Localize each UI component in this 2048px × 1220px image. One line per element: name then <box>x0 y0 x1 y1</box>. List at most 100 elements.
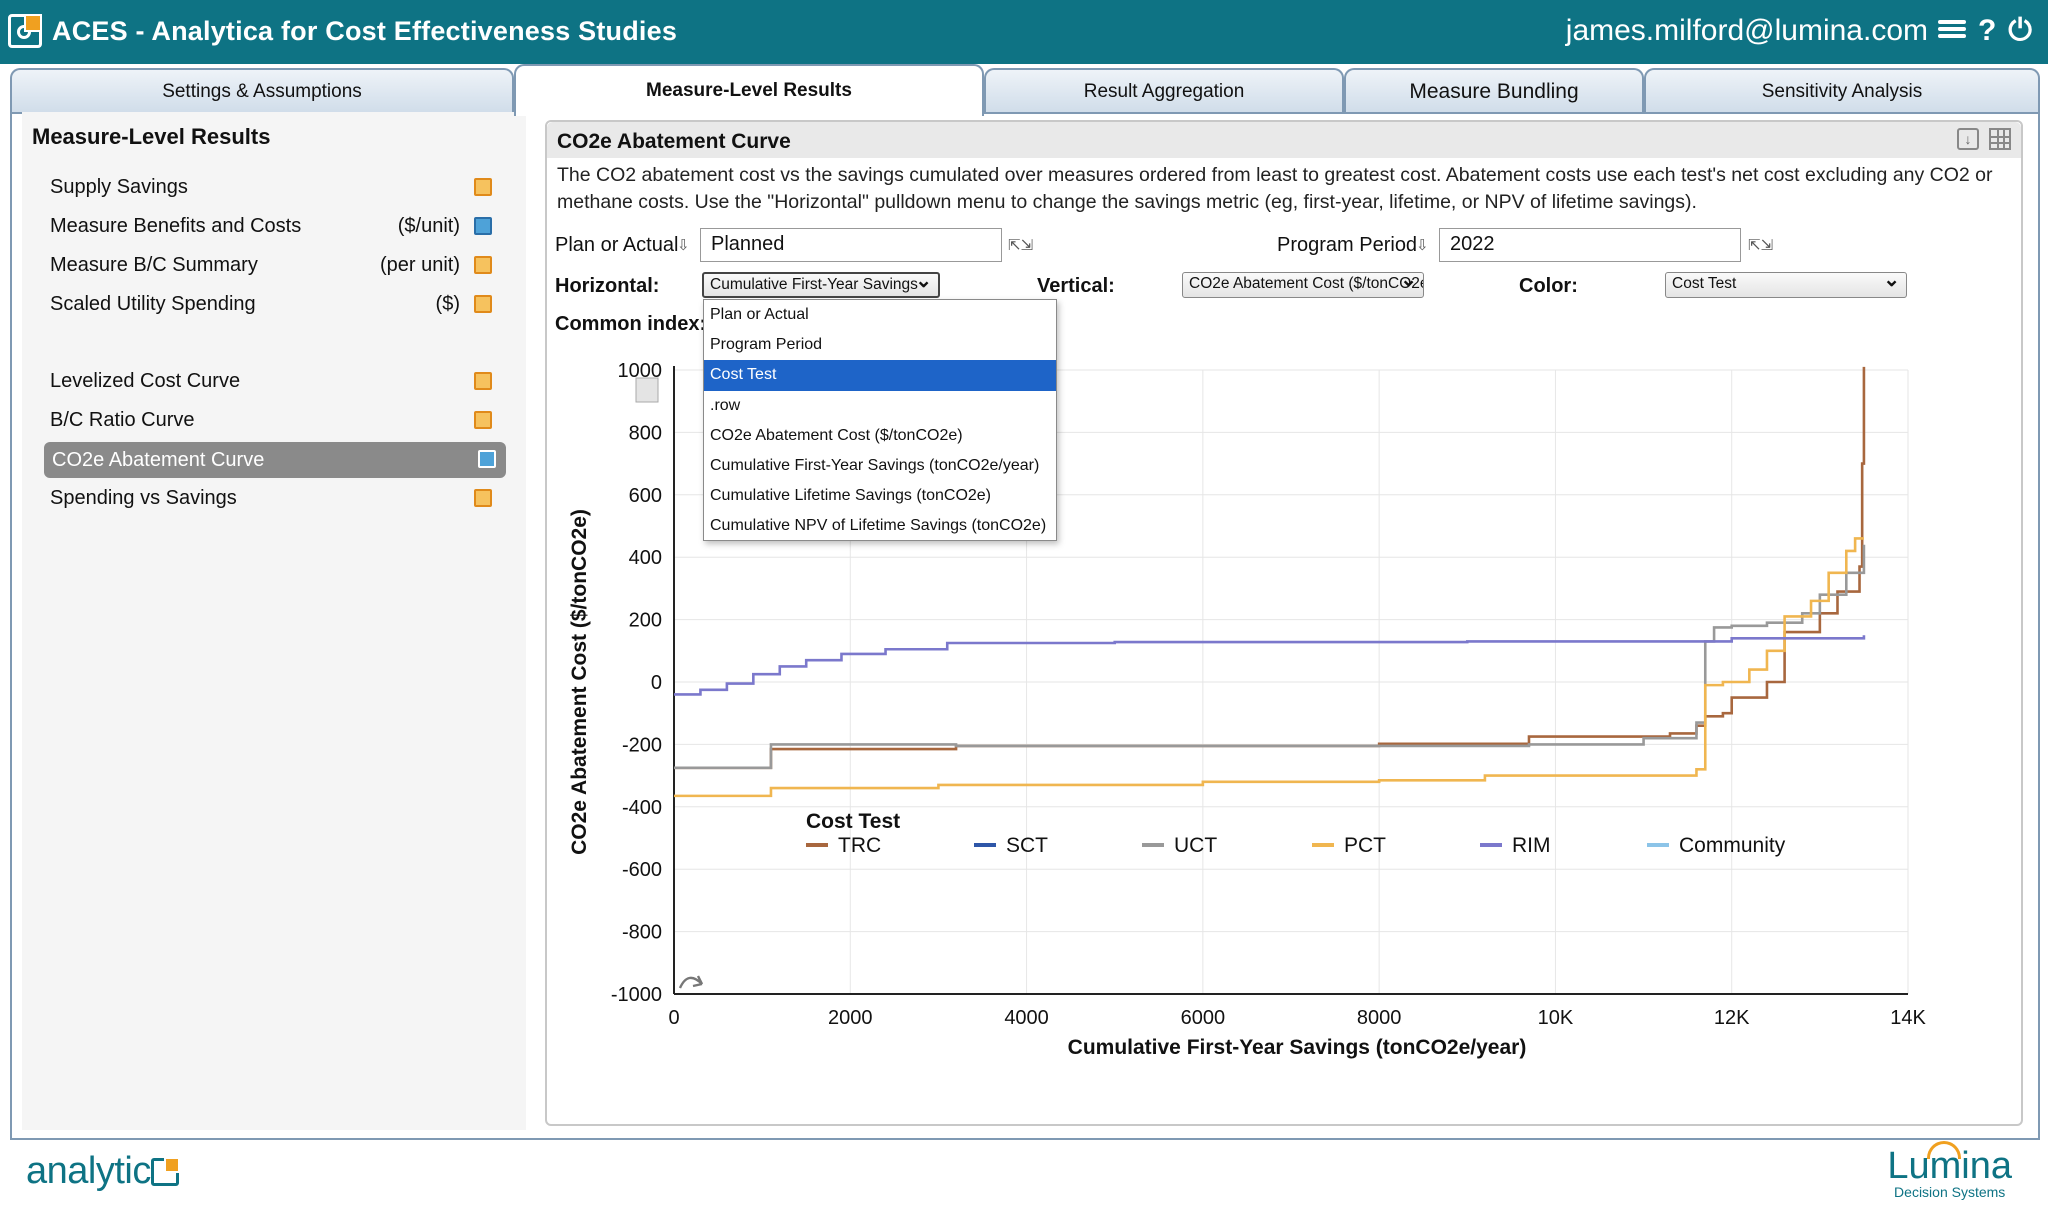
legend-title: Cost Test <box>806 810 900 833</box>
plan-or-actual-field[interactable]: Planned <box>700 228 1002 262</box>
zoom-handle-icon[interactable] <box>635 377 659 403</box>
panel-icons: ↓ <box>1957 128 2011 150</box>
help-icon[interactable]: ? <box>1977 14 1997 47</box>
sidebar-item-scaled-utility-spending[interactable]: Scaled Utility Spending ($) <box>42 287 502 321</box>
sidebar-item-label: CO2e Abatement Curve <box>52 448 265 471</box>
reset-zoom-icon[interactable] <box>678 975 704 989</box>
menu-icon[interactable] <box>1937 14 1966 44</box>
x-tick-label: 10K <box>1538 1007 1574 1029</box>
legend-label: SCT <box>1006 834 1048 857</box>
program-period-label: Program Period <box>1277 234 1418 256</box>
analytica-footer-logo: analytic <box>26 1150 180 1193</box>
x-tick-label: 12K <box>1714 1007 1750 1029</box>
panel-title: CO2e Abatement Curve <box>557 130 791 153</box>
dropdown-option[interactable]: CO2e Abatement Cost ($/tonCO2e) <box>710 426 963 444</box>
x-tick-label: 8000 <box>1357 1007 1402 1029</box>
horizontal-dropdown-list[interactable]: Plan or Actual Program Period Cost Test … <box>703 299 1057 541</box>
sidebar-item-unit: ($/unit) <box>397 214 460 237</box>
sidebar-item-bc-ratio-curve[interactable]: B/C Ratio Curve <box>42 403 502 437</box>
y-tick-label: 400 <box>629 547 662 569</box>
sidebar-item-label: Measure Benefits and Costs <box>50 214 302 237</box>
tab-measure-bundling[interactable]: Measure Bundling <box>1344 68 1644 114</box>
sidebar-item-label: Measure B/C Summary <box>50 253 258 276</box>
power-icon[interactable]: ⏻ <box>2008 14 2032 47</box>
result-square-icon <box>474 178 492 196</box>
result-square-icon <box>474 489 492 507</box>
dropdown-option[interactable]: Cumulative NPV of Lifetime Savings (tonC… <box>710 517 1047 535</box>
app-title: ACES - Analytica for Cost Effectiveness … <box>52 16 678 46</box>
index-arrow-icon[interactable]: ⇩ <box>677 237 690 254</box>
y-axis-title: CO2e Abatement Cost ($/tonCO2e) <box>568 509 591 855</box>
legend-label: PCT <box>1344 834 1386 857</box>
y-tick-label: 200 <box>629 610 662 632</box>
tab-bar: Settings & Assumptions Measure-Level Res… <box>10 64 2040 116</box>
sidebar: Measure-Level Results Supply Savings Mea… <box>22 112 526 1130</box>
download-icon[interactable]: ↓ <box>1957 128 1979 150</box>
series-line-rim[interactable] <box>674 635 1866 696</box>
result-square-icon <box>474 295 492 313</box>
result-square-icon <box>474 256 492 274</box>
sidebar-title: Measure-Level Results <box>32 124 271 149</box>
dropdown-option[interactable]: Cumulative First-Year Savings (tonCO2e/y… <box>710 456 1040 474</box>
tab-measure-level-results[interactable]: Measure-Level Results <box>514 64 984 116</box>
y-tick-label: -800 <box>622 922 662 944</box>
y-tick-label: -600 <box>622 859 662 881</box>
sidebar-item-spending-vs-savings[interactable]: Spending vs Savings <box>42 481 502 515</box>
tab-sensitivity-analysis[interactable]: Sensitivity Analysis <box>1644 68 2040 114</box>
dropdown-option[interactable]: .row <box>710 396 741 414</box>
sidebar-item-supply-savings[interactable]: Supply Savings <box>42 170 502 204</box>
x-tick-label: 2000 <box>828 1007 873 1029</box>
sidebar-item-unit: (per unit) <box>379 253 460 276</box>
description-line: methane costs. Use the "Horizontal" pull… <box>557 191 1697 213</box>
sidebar-item-measure-benefits-costs[interactable]: Measure Benefits and Costs ($/unit) <box>42 209 502 243</box>
tab-result-aggregation[interactable]: Result Aggregation <box>984 68 1344 114</box>
user-email[interactable]: james.milford@lumina.com <box>1565 14 1928 47</box>
vertical-select[interactable]: CO2e Abatement Cost ($/tonCO2e) <box>1182 272 1424 298</box>
table-square-icon <box>474 217 492 235</box>
program-period-field[interactable]: 2022 <box>1439 228 1741 262</box>
horizontal-label: Horizontal: <box>555 275 660 297</box>
dropdown-option[interactable]: Program Period <box>710 336 823 354</box>
header-icons: ? ⏻ <box>1937 14 2032 48</box>
sidebar-item-levelized-cost-curve[interactable]: Levelized Cost Curve <box>42 364 502 398</box>
y-tick-label: 800 <box>629 422 662 444</box>
sidebar-item-co2e-abatement-curve[interactable]: CO2e Abatement Curve <box>44 442 506 478</box>
index-arrow-icon[interactable]: ⇩ <box>1416 237 1429 254</box>
dropdown-option[interactable]: Cumulative Lifetime Savings (tonCO2e) <box>710 487 992 505</box>
lumina-logo: Lumina Decision Systems <box>1887 1141 2012 1200</box>
sidebar-item-label: Scaled Utility Spending <box>50 292 256 315</box>
description-line: The CO2 abatement cost vs the savings cu… <box>557 164 1993 186</box>
sidebar-item-unit: ($) <box>435 292 460 315</box>
y-tick-label: -200 <box>622 734 662 756</box>
pivot-icon[interactable]: ⇱⇲ <box>1008 237 1034 254</box>
result-square-icon <box>474 411 492 429</box>
panel-header: CO2e Abatement Curve ↓ <box>547 122 2021 158</box>
common-index-label: Common index: <box>555 313 707 335</box>
y-tick-label: 0 <box>651 672 662 694</box>
result-square-icon <box>474 372 492 390</box>
title-bar: ACES - Analytica for Cost Effectiveness … <box>0 0 2048 64</box>
y-tick-label: 600 <box>629 485 662 507</box>
sidebar-item-label: Levelized Cost Curve <box>50 369 241 392</box>
table-view-icon[interactable] <box>1989 128 2011 150</box>
pivot-icon[interactable]: ⇱⇲ <box>1748 237 1774 254</box>
legend-label: Community <box>1679 834 1786 857</box>
tab-settings-assumptions[interactable]: Settings & Assumptions <box>10 68 514 114</box>
sun-icon <box>1927 1141 1962 1159</box>
y-tick-label: -400 <box>622 797 662 819</box>
dropdown-option[interactable]: Plan or Actual <box>710 306 809 323</box>
dropdown-option-selected[interactable]: Cost Test <box>704 360 1056 391</box>
color-select[interactable]: Cost Test <box>1665 272 1907 298</box>
x-tick-label: 6000 <box>1181 1007 1226 1029</box>
legend-label: RIM <box>1512 834 1551 857</box>
x-tick-label: 0 <box>668 1007 679 1029</box>
sidebar-item-label: Spending vs Savings <box>50 486 237 509</box>
series-line-pct[interactable] <box>674 537 1864 798</box>
sidebar-item-measure-bc-summary[interactable]: Measure B/C Summary (per unit) <box>42 248 502 282</box>
horizontal-select[interactable]: Cumulative First-Year Savings <box>702 272 940 298</box>
sidebar-item-label: B/C Ratio Curve <box>50 408 195 431</box>
chart-description: The CO2 abatement cost vs the savings cu… <box>557 162 1997 216</box>
